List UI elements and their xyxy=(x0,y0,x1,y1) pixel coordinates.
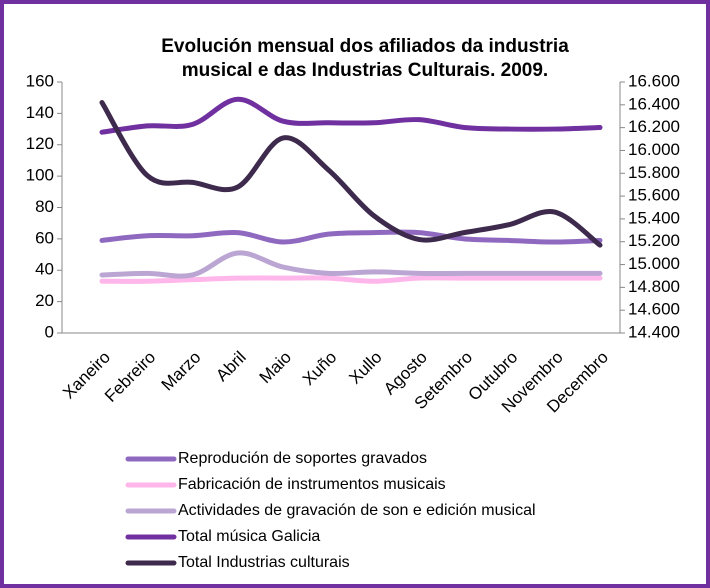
series-line xyxy=(99,250,603,279)
y2-tick-label: 15.800 xyxy=(628,163,680,182)
y2-tick-label: 14.800 xyxy=(628,277,680,296)
y2-tick-label: 15.400 xyxy=(628,208,680,227)
legend-label: Actividades de gravación de son e edició… xyxy=(178,502,536,519)
y2-tick-label: 16.000 xyxy=(628,140,680,159)
y-tick-label: 160 xyxy=(26,71,54,90)
y-tick-label: 140 xyxy=(26,103,54,122)
series-line xyxy=(99,229,603,245)
y-tick-label: 100 xyxy=(26,166,54,185)
y-tick-label: 40 xyxy=(35,260,54,279)
series-line xyxy=(99,275,603,284)
y2-tick-label: 15.200 xyxy=(628,231,680,250)
series-line xyxy=(99,100,603,248)
y-tick-label: 120 xyxy=(26,134,54,153)
y2-tick-label: 16.400 xyxy=(628,94,680,113)
legend-label: Fabricación de instrumentos musicais xyxy=(178,476,446,493)
y2-tick-label: 15.600 xyxy=(628,186,680,205)
y2-tick-label: 16.200 xyxy=(628,117,680,136)
y2-tick-label: 16.600 xyxy=(628,71,680,90)
chart-title: musical e das Industrias Culturais. 2009… xyxy=(182,60,548,81)
y2-tick-label: 14.600 xyxy=(628,300,680,319)
y-tick-label: 60 xyxy=(35,228,54,247)
chart-title: Evolución mensual dos afiliados da indus… xyxy=(161,36,569,57)
legend-label: Reprodución de soportes gravados xyxy=(178,450,427,467)
y-tick-label: 80 xyxy=(35,197,54,216)
legend-label: Total Industrias culturais xyxy=(178,554,350,571)
y-tick-label: 20 xyxy=(35,291,54,310)
y2-tick-label: 15.000 xyxy=(628,254,680,273)
legend-label: Total música Galicia xyxy=(178,528,320,545)
y2-tick-label: 14.400 xyxy=(628,322,680,341)
series-line xyxy=(99,96,603,135)
y-tick-label: 0 xyxy=(45,322,54,341)
